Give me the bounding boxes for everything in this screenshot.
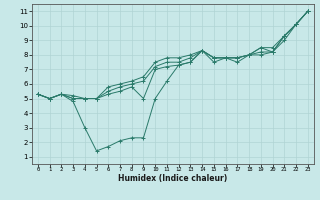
X-axis label: Humidex (Indice chaleur): Humidex (Indice chaleur) (118, 174, 228, 183)
